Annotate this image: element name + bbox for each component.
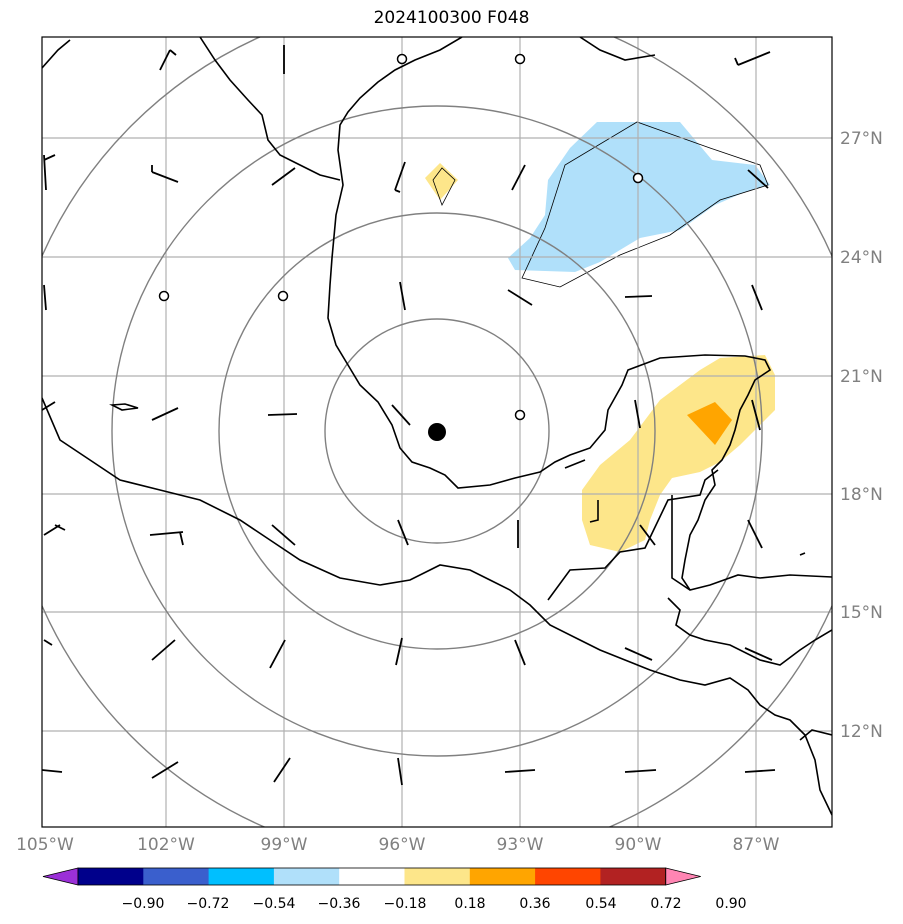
colorbar-segment (208, 868, 275, 885)
calm-wind-markers (158, 53, 644, 421)
colorbar-extend-low (42, 867, 79, 886)
colorbar-segment (469, 868, 536, 885)
positive-anomaly-region (582, 355, 775, 552)
colorbar-extend-high (665, 867, 701, 886)
anomaly-contour (521, 121, 769, 288)
storm-center-marker (428, 423, 446, 441)
lat-label: 27°N (840, 129, 883, 149)
lon-label: 90°W (615, 835, 662, 855)
anomaly-contour-small (432, 167, 456, 206)
colorbar-tick: −0.90 (122, 896, 165, 912)
colorbar-segment (339, 868, 405, 885)
positive-anomaly-region-small (425, 163, 458, 200)
lat-label: 15°N (840, 603, 883, 623)
range-rings (42, 37, 832, 827)
lon-label: 99°W (261, 835, 308, 855)
wind-barbs (42, 45, 776, 786)
colorbar-tick-labels: −0.90 −0.72 −0.54 −0.36 −0.18 0.18 0.36 … (122, 896, 747, 912)
coastlines (42, 37, 832, 816)
lat-label: 24°N (840, 248, 883, 268)
colorbar-segment (78, 868, 144, 885)
colorbar-tick: −0.36 (318, 896, 361, 912)
lon-label: 105°W (16, 835, 74, 855)
colorbar-tick: 0.72 (650, 896, 681, 912)
lat-label: 12°N (840, 722, 883, 742)
lat-label: 18°N (840, 485, 883, 505)
colorbar-tick: −0.18 (384, 896, 427, 912)
colorbar-tick: 0.18 (454, 896, 485, 912)
lon-label: 87°W (733, 835, 780, 855)
longitude-labels: 105°W 102°W 99°W 96°W 93°W 90°W 87°W (16, 835, 780, 855)
map-frame (41, 36, 833, 828)
colorbar-tick: −0.72 (187, 896, 230, 912)
colorbar-tick: 0.36 (519, 896, 550, 912)
lon-label: 102°W (137, 835, 195, 855)
colorbar-segment (143, 868, 210, 885)
colorbar-segment (273, 868, 340, 885)
latitude-labels: 27°N 24°N 21°N 18°N 15°N 12°N (840, 129, 883, 742)
colorbar-frame (77, 867, 667, 886)
colorbar (42, 867, 701, 886)
colorbar-tick: −0.54 (253, 896, 296, 912)
map-title: 2024100300 F048 (373, 8, 530, 28)
strong-positive-region (687, 402, 732, 445)
colorbar-segment (535, 868, 601, 885)
colorbar-segment (600, 868, 667, 885)
colorbar-tick: 0.90 (715, 896, 746, 912)
lon-label: 93°W (497, 835, 544, 855)
colorbar-segment (404, 868, 471, 885)
lat-label: 21°N (840, 367, 883, 387)
colorbar-tick: 0.54 (585, 896, 616, 912)
lon-label: 96°W (379, 835, 426, 855)
